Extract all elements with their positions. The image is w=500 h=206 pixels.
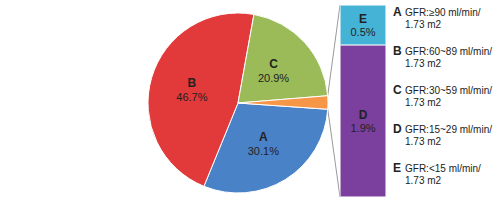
svg-text:1.73 m2: 1.73 m2 bbox=[405, 19, 442, 30]
svg-text:C: C bbox=[269, 57, 278, 71]
svg-text:20.9%: 20.9% bbox=[258, 72, 289, 84]
svg-text:D: D bbox=[393, 122, 402, 136]
svg-text:A: A bbox=[259, 130, 268, 144]
svg-text:B: B bbox=[393, 44, 402, 58]
svg-text:0.5%: 0.5% bbox=[350, 26, 375, 38]
svg-text:GFR:<15 ml/min/: GFR:<15 ml/min/ bbox=[405, 163, 481, 174]
svg-text:GFR:30~59 ml/min/: GFR:30~59 ml/min/ bbox=[405, 85, 492, 96]
svg-text:C: C bbox=[393, 83, 402, 97]
svg-text:1.73 m2: 1.73 m2 bbox=[405, 136, 442, 147]
svg-text:B: B bbox=[188, 76, 197, 90]
svg-text:GFR:15~29 ml/min/: GFR:15~29 ml/min/ bbox=[405, 124, 492, 135]
svg-text:GFR:≥90 ml/min/: GFR:≥90 ml/min/ bbox=[405, 7, 481, 18]
svg-text:GFR:60~89 ml/min/: GFR:60~89 ml/min/ bbox=[405, 46, 492, 57]
svg-text:A: A bbox=[393, 5, 402, 19]
svg-text:1.73 m2: 1.73 m2 bbox=[405, 97, 442, 108]
svg-text:D: D bbox=[359, 108, 368, 122]
svg-text:1.73 m2: 1.73 m2 bbox=[405, 175, 442, 186]
svg-text:E: E bbox=[359, 12, 367, 26]
svg-text:30.1%: 30.1% bbox=[248, 145, 279, 157]
svg-text:E: E bbox=[393, 161, 401, 175]
svg-text:46.7%: 46.7% bbox=[176, 91, 207, 103]
svg-text:1.9%: 1.9% bbox=[350, 122, 375, 134]
svg-text:1.73 m2: 1.73 m2 bbox=[405, 58, 442, 69]
